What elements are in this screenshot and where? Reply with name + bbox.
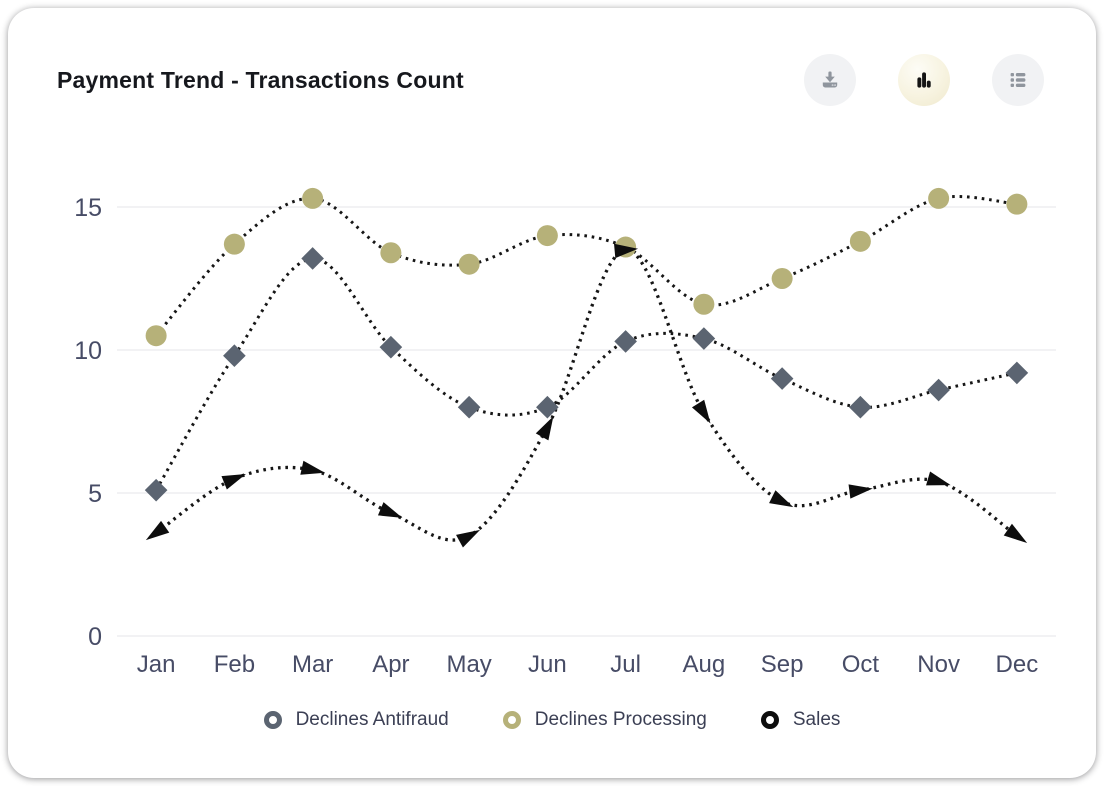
marker-sales [926, 471, 951, 486]
x-tick-label: Nov [917, 651, 960, 678]
marker-declines-processing [1006, 193, 1028, 215]
list-icon [1010, 73, 1026, 87]
chart-legend: Declines Antifraud Declines Processing Sal… [8, 700, 1096, 740]
legend-item-sales[interactable]: Sales [760, 709, 841, 731]
marker-sales [769, 490, 794, 508]
x-tick-label: Dec [996, 651, 1039, 678]
marker-declines-processing [693, 293, 715, 315]
x-tick-label: Jul [610, 651, 641, 678]
marker-declines-processing [223, 233, 245, 255]
legend-marker-icon [760, 711, 779, 729]
x-tick-label: Mar [292, 651, 333, 678]
legend-marker-icon [263, 711, 282, 729]
marker-sales [691, 399, 711, 424]
marker-declines-processing [380, 242, 402, 264]
chart-view-button[interactable] [898, 54, 950, 106]
marker-declines-processing [849, 230, 871, 252]
download-button[interactable] [804, 54, 856, 106]
legend-label: Declines Processing [534, 709, 707, 730]
list-view-button[interactable] [992, 54, 1044, 106]
marker-declines-antifraud [301, 247, 324, 270]
legend-item-declines-antifraud[interactable]: Declines Antifraud [263, 709, 449, 731]
marker-declines-antifraud [1005, 361, 1029, 385]
marker-declines-antifraud [457, 395, 481, 419]
legend-label: Declines Antifraud [295, 709, 449, 730]
x-tick-label: Jan [137, 651, 176, 678]
series-line-sales [155, 248, 1018, 542]
marker-declines-antifraud [536, 395, 559, 419]
marker-declines-antifraud [614, 330, 637, 353]
x-tick-label: Sep [761, 651, 804, 678]
x-tick-label: Jun [528, 651, 567, 678]
bar-chart-icon [917, 72, 931, 88]
marker-declines-antifraud [692, 327, 716, 350]
marker-sales [848, 484, 873, 499]
x-tick-label: Apr [372, 651, 409, 678]
download-icon [822, 71, 838, 88]
series-line-declines-antifraud [154, 256, 1018, 491]
marker-sales [1003, 523, 1028, 544]
marker-declines-antifraud [144, 478, 168, 502]
marker-declines-antifraud [223, 344, 246, 368]
marker-declines-processing [771, 268, 793, 289]
marker-declines-processing [145, 325, 167, 347]
marker-sales [221, 474, 246, 490]
chart-card: Payment Trend - Transactions Count [8, 8, 1096, 778]
header-actions [804, 54, 1044, 106]
marker-sales [377, 502, 403, 518]
marker-sales [300, 460, 325, 475]
legend-marker-icon [502, 711, 521, 729]
marker-sales [145, 520, 170, 541]
x-tick-label: Feb [214, 651, 255, 678]
marker-declines-processing [302, 187, 324, 209]
y-tick-label: 15 [74, 194, 102, 222]
marker-declines-antifraud [770, 367, 794, 390]
series-line-declines-processing [154, 195, 1018, 337]
marker-sales [456, 529, 481, 548]
legend-label: Sales [792, 709, 841, 730]
marker-declines-processing [536, 225, 558, 247]
line-chart: 0 5 10 15 Jan Feb Mar Apr May Jun Jul Aug Sep Oct Nov D… [74, 187, 1056, 678]
marker-sales [535, 416, 554, 441]
marker-declines-processing [928, 187, 950, 209]
x-tick-label: Oct [842, 651, 880, 678]
card-header: Payment Trend - Transactions Count [57, 54, 1044, 106]
x-tick-label: Aug [683, 651, 726, 678]
y-tick-label: 10 [74, 337, 102, 365]
marker-declines-antifraud [849, 395, 872, 419]
marker-declines-processing [458, 253, 480, 275]
y-tick-label: 5 [88, 480, 102, 508]
page-title: Payment Trend - Transactions Count [57, 66, 464, 93]
marker-declines-antifraud [379, 335, 403, 359]
marker-declines-antifraud [927, 378, 950, 402]
y-tick-label: 0 [88, 623, 102, 651]
marker-sales [614, 243, 639, 259]
x-tick-label: May [446, 651, 491, 678]
legend-item-declines-processing[interactable]: Declines Processing [502, 709, 707, 731]
